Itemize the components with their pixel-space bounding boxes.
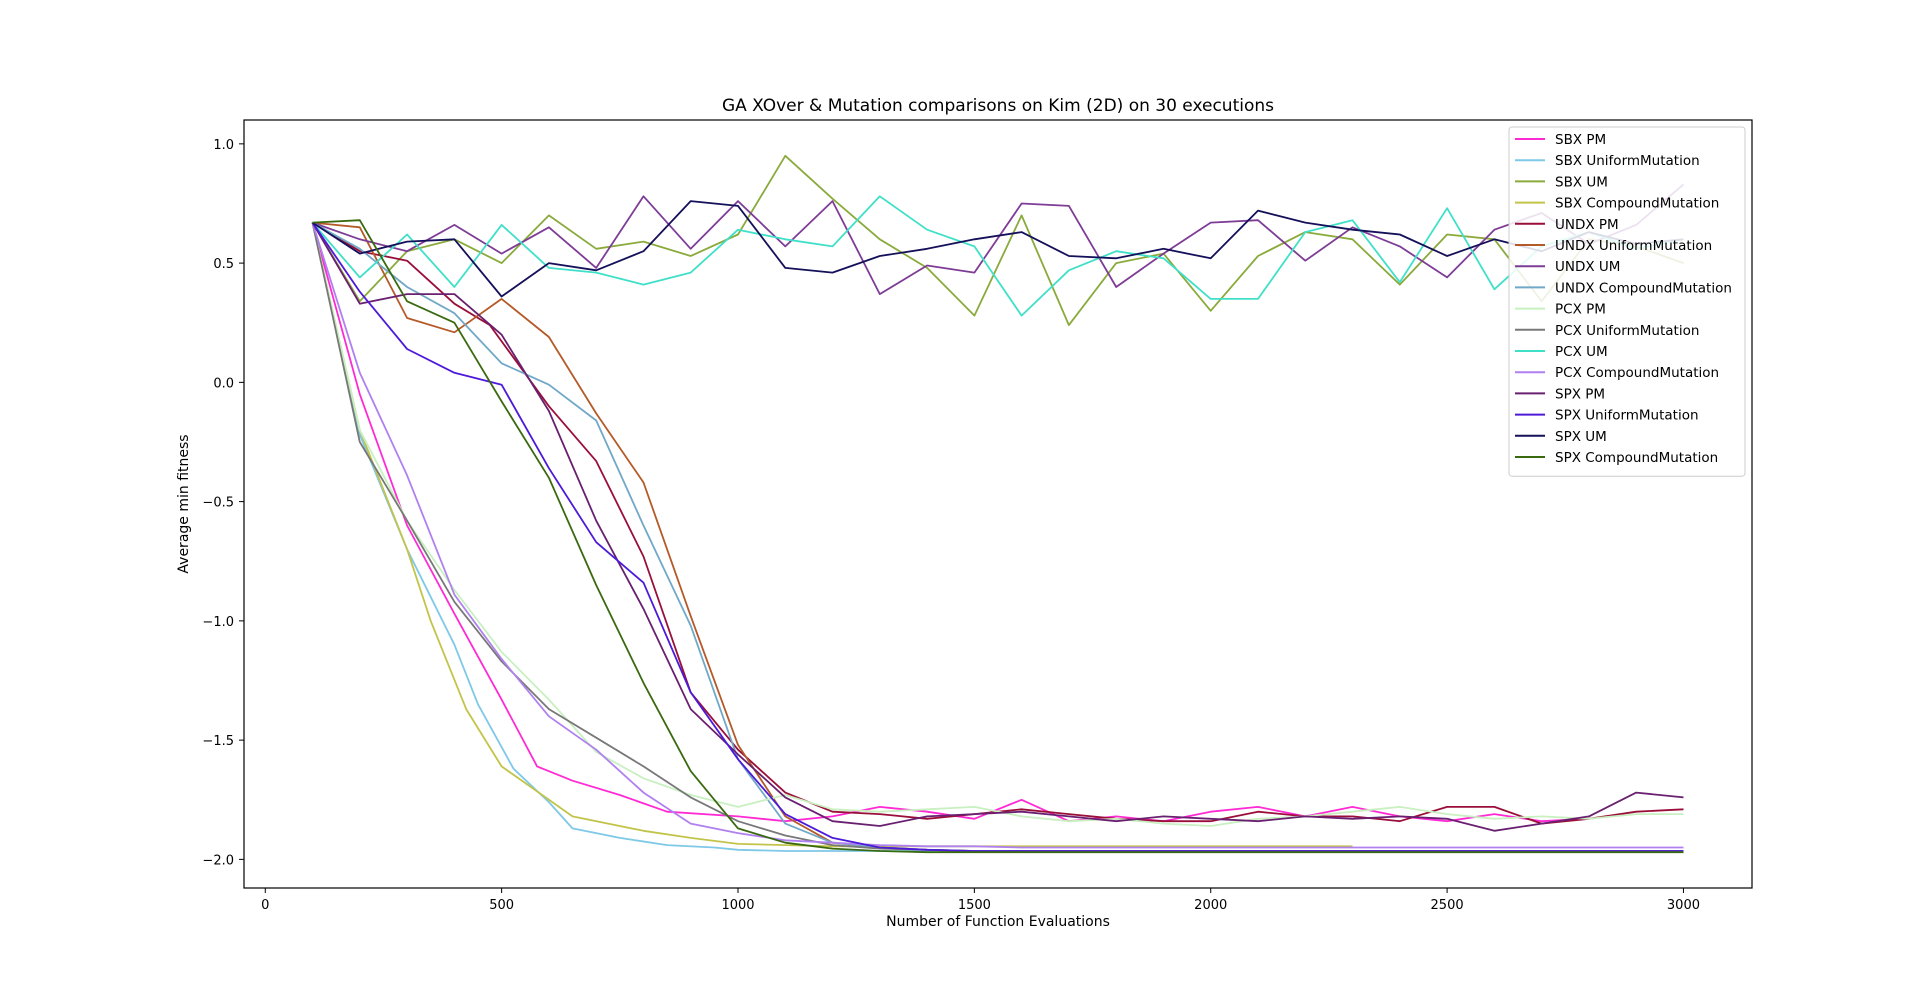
x-tick-label: 0 (261, 898, 269, 913)
x-tick-label: 500 (489, 898, 514, 913)
legend: SBX PM SBX UniformMutation SBX UM SBX Compo… (1508, 126, 1746, 477)
y-tick-label: −2.0 (202, 853, 234, 868)
y-axis: −2.0 −1.5 −1.0 −0.5 0.0 0.5 1.0 (202, 138, 244, 868)
y-tick-label: 0.5 (213, 257, 234, 272)
x-tick-label: 2000 (1194, 898, 1227, 913)
y-tick-label: −1.0 (202, 615, 234, 630)
x-tick-label: 1500 (958, 898, 991, 913)
y-axis-title: Average min fitness (176, 434, 192, 573)
legend-label: SBX UniformMutation (1555, 153, 1700, 169)
series-line-13 (311, 222, 1684, 852)
legend-label: UNDX UniformMutation (1555, 238, 1712, 254)
series-line-2 (311, 154, 1684, 327)
legend-label: UNDX UM (1555, 259, 1620, 275)
legend-label: SBX PM (1555, 132, 1606, 148)
series-line-12 (311, 222, 1684, 832)
legend-label: SBX CompoundMutation (1555, 196, 1719, 212)
y-tick-label: −0.5 (202, 496, 234, 511)
legend-label: SBX UM (1555, 174, 1608, 190)
series-layer (311, 154, 1685, 854)
series-line-3 (311, 222, 1353, 848)
chart-title: GA XOver & Mutation comparisons on Kim (… (722, 96, 1274, 116)
legend-label: PCX CompoundMutation (1555, 365, 1719, 381)
series-line-10 (311, 195, 1684, 317)
series-line-8 (311, 222, 1684, 827)
legend-label: SPX UniformMutation (1555, 408, 1699, 424)
y-tick-label: −1.5 (202, 734, 234, 749)
legend-label: UNDX CompoundMutation (1555, 280, 1732, 296)
legend-label: SPX UM (1555, 429, 1607, 445)
legend-label: SPX PM (1555, 386, 1605, 402)
x-tick-label: 1000 (721, 898, 754, 913)
legend-box (1508, 126, 1746, 477)
legend-label: PCX UM (1555, 344, 1608, 360)
plot-frame (243, 119, 1753, 889)
legend-label: UNDX PM (1555, 217, 1619, 233)
legend-label: SPX CompoundMutation (1555, 450, 1718, 466)
legend-label: PCX UniformMutation (1555, 323, 1699, 339)
x-axis: 0 500 1000 1500 2000 2500 3000 (261, 888, 1700, 913)
y-tick-label: 1.0 (213, 138, 234, 153)
y-tick-label: 0.0 (213, 376, 234, 391)
x-tick-label: 2500 (1431, 898, 1464, 913)
x-tick-label: 3000 (1667, 898, 1700, 913)
series-line-14 (312, 200, 1684, 298)
legend-label: PCX PM (1555, 302, 1606, 318)
x-axis-title: Number of Function Evaluations (886, 914, 1110, 930)
series-line-15 (312, 219, 1684, 854)
series-line-11 (311, 222, 1684, 849)
series-line-6 (312, 183, 1685, 296)
